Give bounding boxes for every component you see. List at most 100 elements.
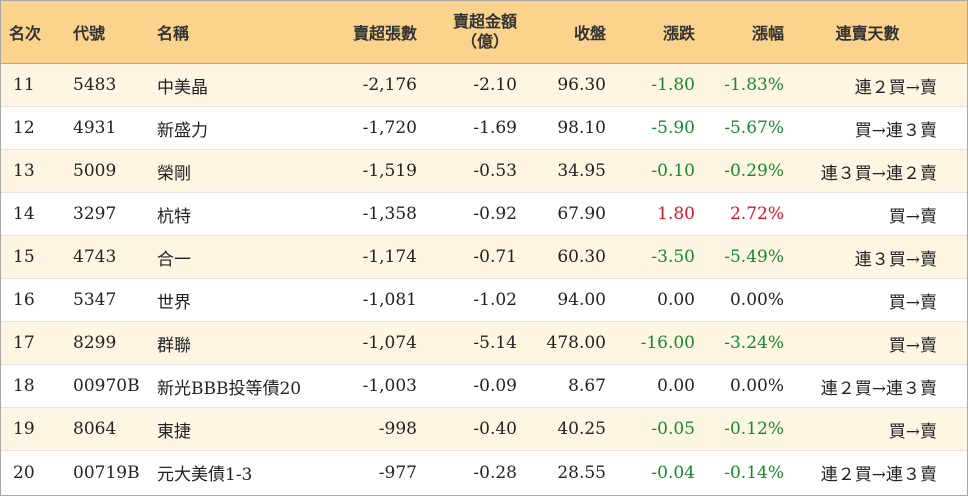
cell-code: 4931 <box>73 118 117 138</box>
cell-name: 新光BBB投等債20 <box>157 378 302 399</box>
cell-sell-lots: -1,003 <box>362 376 417 396</box>
cell-name: 群聯 <box>157 335 191 356</box>
cell-change-pct: -0.14% <box>724 462 784 483</box>
cell-name: 中美晶 <box>157 77 208 98</box>
table-row: 19 8064 東捷 -998 -0.40 40.25 -0.05 -0.12% 買→賣 <box>1 408 967 451</box>
table-row: 14 3297 杭特 -1,358 -0.92 67.90 1.80 2.72% 買→賣 <box>1 193 967 236</box>
cell-change-pct: 0.00% <box>729 376 784 396</box>
header-sell-lots: 賣超張數 <box>352 24 417 43</box>
cell-close: 67.90 <box>557 204 606 224</box>
table-row: 18 00970B 新光BBB投等債20 -1,003 -0.09 8.67 0.00 0.0… <box>1 365 967 408</box>
cell-sell-lots: -998 <box>378 419 417 439</box>
cell-close: 28.55 <box>557 462 606 483</box>
cell-change: -16.00 <box>640 333 695 353</box>
cell-code: 00719B <box>73 462 140 483</box>
cell-name: 東捷 <box>157 421 191 442</box>
cell-sell-amount: -0.71 <box>473 247 517 267</box>
cell-rank: 16 <box>13 290 35 310</box>
cell-sell-lots: -1,081 <box>362 290 417 310</box>
cell-close: 96.30 <box>557 75 606 95</box>
cell-sell-lots: -977 <box>378 462 417 483</box>
cell-code: 5009 <box>73 161 117 181</box>
cell-close: 8.67 <box>568 376 606 396</box>
cell-rank: 15 <box>13 247 35 267</box>
cell-change-pct: 0.00% <box>729 290 784 310</box>
cell-name: 元大美債1-3 <box>157 465 253 485</box>
cell-streak: 連３買→賣 <box>854 249 937 270</box>
cell-sell-amount: -0.53 <box>473 161 517 181</box>
cell-name: 杭特 <box>157 206 191 227</box>
header-sell-amount-title: 賣超金額 <box>452 12 517 31</box>
header-sell-amount-unit: （億） <box>460 32 509 51</box>
cell-streak: 買→賣 <box>888 206 937 227</box>
cell-change-pct: -0.12% <box>724 419 784 439</box>
cell-streak: 連２買→賣 <box>854 77 937 98</box>
table-row: 20 00719B 元大美債1-3 -977 -0.28 28.55 -0.04 -0.14%… <box>1 451 967 494</box>
cell-code: 5483 <box>73 75 117 95</box>
table-header: 名次 代號 名稱 賣超張數 賣超金額 （億） 收盤 漲跌 漲幅 連賣天數 <box>1 1 967 64</box>
header-close: 收盤 <box>573 24 606 43</box>
cell-name: 新盛力 <box>157 120 208 141</box>
cell-streak: 買→賣 <box>888 421 937 442</box>
cell-change: -0.04 <box>651 462 695 483</box>
cell-rank: 19 <box>13 419 35 439</box>
cell-sell-amount: -0.40 <box>473 419 517 439</box>
cell-sell-lots: -1,358 <box>362 204 417 224</box>
cell-rank: 14 <box>13 204 35 224</box>
table-row: 15 4743 合一 -1,174 -0.71 60.30 -3.50 -5.49% 連３買→賣 <box>1 236 967 279</box>
cell-change: -3.50 <box>651 247 695 267</box>
cell-streak: 連３買→連２賣 <box>820 163 937 184</box>
cell-sell-lots: -1,720 <box>362 118 417 138</box>
cell-name: 榮剛 <box>157 163 191 184</box>
table-row: 16 5347 世界 -1,081 -1.02 94.00 0.00 0.00% 買→賣 <box>1 279 967 322</box>
cell-change: -0.05 <box>651 419 695 439</box>
cell-change-pct: -5.67% <box>724 118 784 138</box>
cell-name: 世界 <box>157 292 191 313</box>
cell-code: 4743 <box>73 247 117 267</box>
cell-code: 8299 <box>73 333 117 353</box>
cell-close: 98.10 <box>557 118 606 138</box>
cell-sell-lots: -2,176 <box>362 75 417 95</box>
cell-change: -1.80 <box>651 75 695 95</box>
cell-change: -0.10 <box>651 161 695 181</box>
cell-streak: 買→賣 <box>888 292 937 313</box>
table-row: 12 4931 新盛力 -1,720 -1.69 98.10 -5.90 -5.67% 買→連３… <box>1 107 967 150</box>
cell-change: 0.00 <box>657 376 695 396</box>
cell-change-pct: -5.49% <box>724 247 784 267</box>
cell-sell-amount: -1.69 <box>473 118 517 138</box>
cell-rank: 18 <box>13 376 35 396</box>
cell-code: 5347 <box>73 290 117 310</box>
table-row: 17 8299 群聯 -1,074 -5.14 478.00 -16.00 -3.24% 買→賣 <box>1 322 967 365</box>
header-name: 名稱 <box>157 24 190 43</box>
cell-streak: 連２買→連３賣 <box>820 465 937 485</box>
cell-streak: 買→賣 <box>888 335 937 356</box>
table-row: 13 5009 榮剛 -1,519 -0.53 34.95 -0.10 -0.29% 連３買→連… <box>1 150 967 193</box>
cell-change-pct: -3.24% <box>724 333 784 353</box>
cell-close: 478.00 <box>546 333 606 353</box>
cell-sell-lots: -1,174 <box>362 247 417 267</box>
cell-change-pct: -1.83% <box>724 75 784 95</box>
cell-code: 8064 <box>73 419 117 439</box>
cell-change-pct: 2.72% <box>729 204 784 224</box>
header-change: 漲跌 <box>662 24 695 43</box>
header-change-pct: 漲幅 <box>751 24 784 43</box>
header-rank: 名次 <box>9 24 42 43</box>
cell-sell-amount: -0.28 <box>473 462 517 483</box>
cell-close: 40.25 <box>557 419 606 439</box>
cell-sell-amount: -1.02 <box>473 290 517 310</box>
cell-sell-amount: -2.10 <box>473 75 517 95</box>
cell-sell-lots: -1,074 <box>362 333 417 353</box>
cell-sell-amount: -5.14 <box>473 333 517 353</box>
cell-streak: 連２買→連３賣 <box>820 378 937 399</box>
cell-sell-amount: -0.09 <box>473 376 517 396</box>
cell-rank: 17 <box>13 333 35 353</box>
cell-change-pct: -0.29% <box>724 161 784 181</box>
cell-sell-lots: -1,519 <box>362 161 417 181</box>
cell-code: 00970B <box>73 376 140 396</box>
cell-rank: 20 <box>13 462 35 483</box>
cell-streak: 買→連３賣 <box>854 120 937 141</box>
cell-name: 合一 <box>157 249 191 270</box>
cell-change: 1.80 <box>657 204 695 224</box>
header-sell-amount: 賣超金額 （億） <box>417 12 517 52</box>
cell-code: 3297 <box>73 204 117 224</box>
